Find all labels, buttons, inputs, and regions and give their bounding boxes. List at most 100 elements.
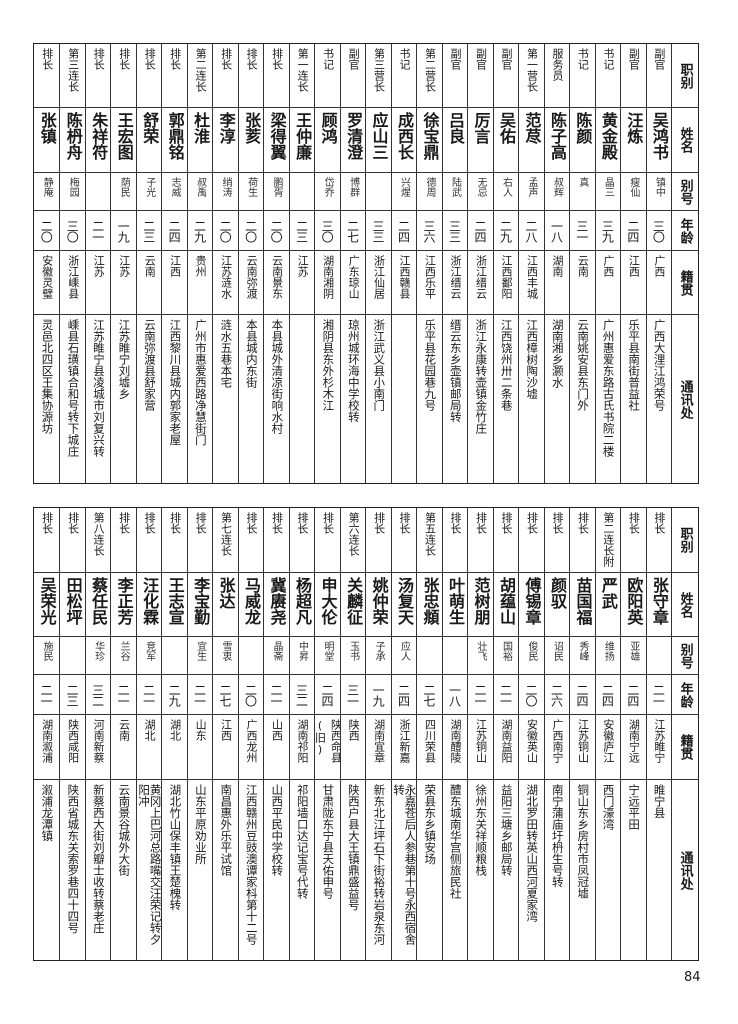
header-rank: 职别 (672, 508, 698, 573)
roster-entry: 排长 马威龙 二〇 广西龙州 江西赣州豆豉澳谭家枓第十二号 (237, 508, 264, 960)
native-place-cell: 广西龙州 (238, 715, 264, 780)
rank-cell: 排长 (570, 508, 595, 573)
alias-cell (162, 637, 187, 675)
name-cell: 张镇 (34, 108, 60, 173)
roster-entry: 副官 汪炼 瘦仙 二四 江西 乐平县南街普益社 (620, 44, 646, 483)
rank-cell: 排长 (60, 508, 85, 573)
name-cell: 张忠頫 (417, 573, 442, 637)
age-cell: 二四 (570, 675, 595, 715)
native-place-cell: 湖北 (136, 715, 162, 780)
address-cell: 祁阳墙口达记宝号代转 (295, 784, 310, 899)
rank-cell: 服务员 (544, 44, 570, 108)
roster-entry: 副官 吴佑 右人 二九 江西鄱阳 江西饶州卅二条巷 (492, 44, 519, 483)
roster-entry: 排长 吴荣光 施民 二一 湖南溆浦 溆浦龙潭镇 (33, 508, 60, 960)
rank-cell: 第三营长 (366, 44, 391, 108)
roster-entry: 排长 李淳 绡涛 二〇 江苏涟水 涟水五巷本宅 (212, 44, 238, 483)
native-place-cell: 广东琼山 (340, 251, 366, 315)
age-cell: 二一 (111, 675, 136, 715)
age-cell: 三二 (85, 675, 111, 715)
roster-entry: 排长 张守章 二一 江苏睢宁 睢宁县 (645, 508, 672, 960)
rank-cell: 副官 (340, 44, 366, 108)
age-cell: 二〇 (238, 211, 264, 251)
header-address: 通讯处 (677, 850, 693, 890)
roster-entry: 排长 姚仲荣 子承 一九 湖南宜章 新东北江坪石下街裕转岩泉东河 (365, 508, 391, 960)
address-cell: 灵邑北四区王集协源坊 (40, 319, 55, 434)
rank-cell: 排长 (187, 508, 213, 573)
name-cell: 汪化霖 (136, 573, 162, 637)
alias-cell: 晶三 (595, 173, 621, 211)
roster-entry: 第二连长附 严武 维扬 二四 安徽庐江 西门濠湾 (594, 508, 621, 960)
address-cell: 广州市惠爱西路净慧街门 (193, 319, 208, 446)
age-cell: 二八 (519, 211, 544, 251)
name-cell: 田松坪 (60, 573, 85, 637)
age-cell: 二一 (33, 675, 60, 715)
age-cell: 一八 (442, 675, 468, 715)
rank-cell: 排长 (289, 508, 315, 573)
age-cell: 二七 (417, 675, 442, 715)
native-place-cell: 江苏 (85, 251, 111, 315)
alias-cell: 博群 (340, 173, 366, 211)
rank-cell: 排长 (621, 508, 646, 573)
address-cell: 宁远平田 (627, 784, 642, 830)
header-rank: 职别 (672, 44, 698, 108)
alias-cell: 诏民 (544, 637, 570, 675)
rank-cell: 排长 (238, 508, 264, 573)
roster-entry: 副官 吴鸿书 镇中 三〇 广西 广西大浬江鸿荣号 (645, 44, 672, 483)
address-cell (290, 315, 314, 483)
header-name: 姓名 (672, 108, 698, 173)
native-place-cell: 湖北 (162, 715, 187, 780)
name-cell: 范树朋 (468, 573, 493, 637)
name-cell: 张荄 (238, 108, 264, 173)
age-cell: 二六 (544, 675, 570, 715)
name-cell: 严武 (595, 573, 621, 637)
age-cell: 二一 (85, 211, 111, 251)
rank-cell: 排长 (111, 508, 136, 573)
roster-entry: 排长 杨超凡 中昇 三二 湖南祁阳 祁阳墙口达记宝号代转 (288, 508, 315, 960)
roster-entry: 排长 朱祥符 二一 江苏 江苏睢宁县凌城市刘复兴转 (84, 44, 111, 483)
rank-cell: 第二连长附 (595, 508, 621, 573)
rank-cell: 排长 (111, 44, 136, 108)
name-cell: 李宝勤 (187, 573, 213, 637)
rank-cell: 副官 (468, 44, 493, 108)
age-cell: 二一 (646, 675, 672, 715)
alias-cell: 无忌 (468, 173, 493, 211)
alias-cell: 荷生 (238, 173, 264, 211)
address-cell: 江西樟树陶沙墟 (525, 319, 540, 400)
header-column: 职别 姓名 别号 年龄 籍贯 通讯处 (671, 508, 698, 960)
name-cell: 冀赓尧 (264, 573, 289, 637)
alias-cell: 德周 (417, 173, 442, 211)
age-cell: 三〇 (646, 211, 672, 251)
page-number: 84 (684, 970, 701, 985)
address-cell: 江西黎川县城内郭家老屋 (168, 319, 183, 446)
native-place-cell: 山西 (264, 715, 289, 780)
roster-entry: 排长 颜驭 诏民 二六 广西南宁 南宁蒲庙圩枬生号转 (543, 508, 570, 960)
alias-cell: 亚雄 (621, 637, 646, 675)
native-place-cell: 云南 (570, 251, 595, 315)
roster-table-lower: 职别 姓名 别号 年龄 籍贯 通讯处 排长 张守章 二一 江苏睢宁 睢宁县 排长 欧阳英 亚雄 二四 湖南宁远… (33, 507, 699, 961)
name-cell: 胡蕴山 (493, 573, 519, 637)
alias-cell: 叔辉 (544, 173, 570, 211)
name-cell: 厉言 (468, 108, 493, 173)
roster-entry: 第三营长 应山三 三三 浙江仙居 浙江武义县小南门 (365, 44, 391, 483)
age-cell: 三三 (442, 211, 468, 251)
rank-cell: 排长 (366, 508, 391, 573)
alias-cell: 岱乔 (315, 173, 340, 211)
name-cell: 苗国福 (570, 573, 595, 637)
age-cell: 三六 (417, 211, 442, 251)
roster-entry: 书记 陈颜真三一 云南 云南姚安县东门外 (569, 44, 595, 483)
address-cell (392, 315, 416, 483)
roster-entry: 书记 成西长 兴煋 二四 江西赣县 (390, 44, 417, 483)
alias-cell: 绡涛 (213, 173, 238, 211)
rank-cell: 书记 (315, 44, 340, 108)
name-cell: 关麟征 (340, 573, 366, 637)
native-place-cell: 湖南醴陵 (442, 715, 468, 780)
name-cell: 吴鸿书 (646, 108, 672, 173)
native-place-cell: 贵州 (187, 251, 213, 315)
name-cell: 王志宣 (162, 573, 187, 637)
native-place-cell: 江西 (621, 251, 646, 315)
rank-cell: 排长 (468, 508, 493, 573)
name-cell: 成西长 (391, 108, 417, 173)
rank-cell: 排长 (442, 508, 468, 573)
alias-cell (366, 173, 391, 211)
name-cell: 郭鼎铭 (162, 108, 187, 173)
